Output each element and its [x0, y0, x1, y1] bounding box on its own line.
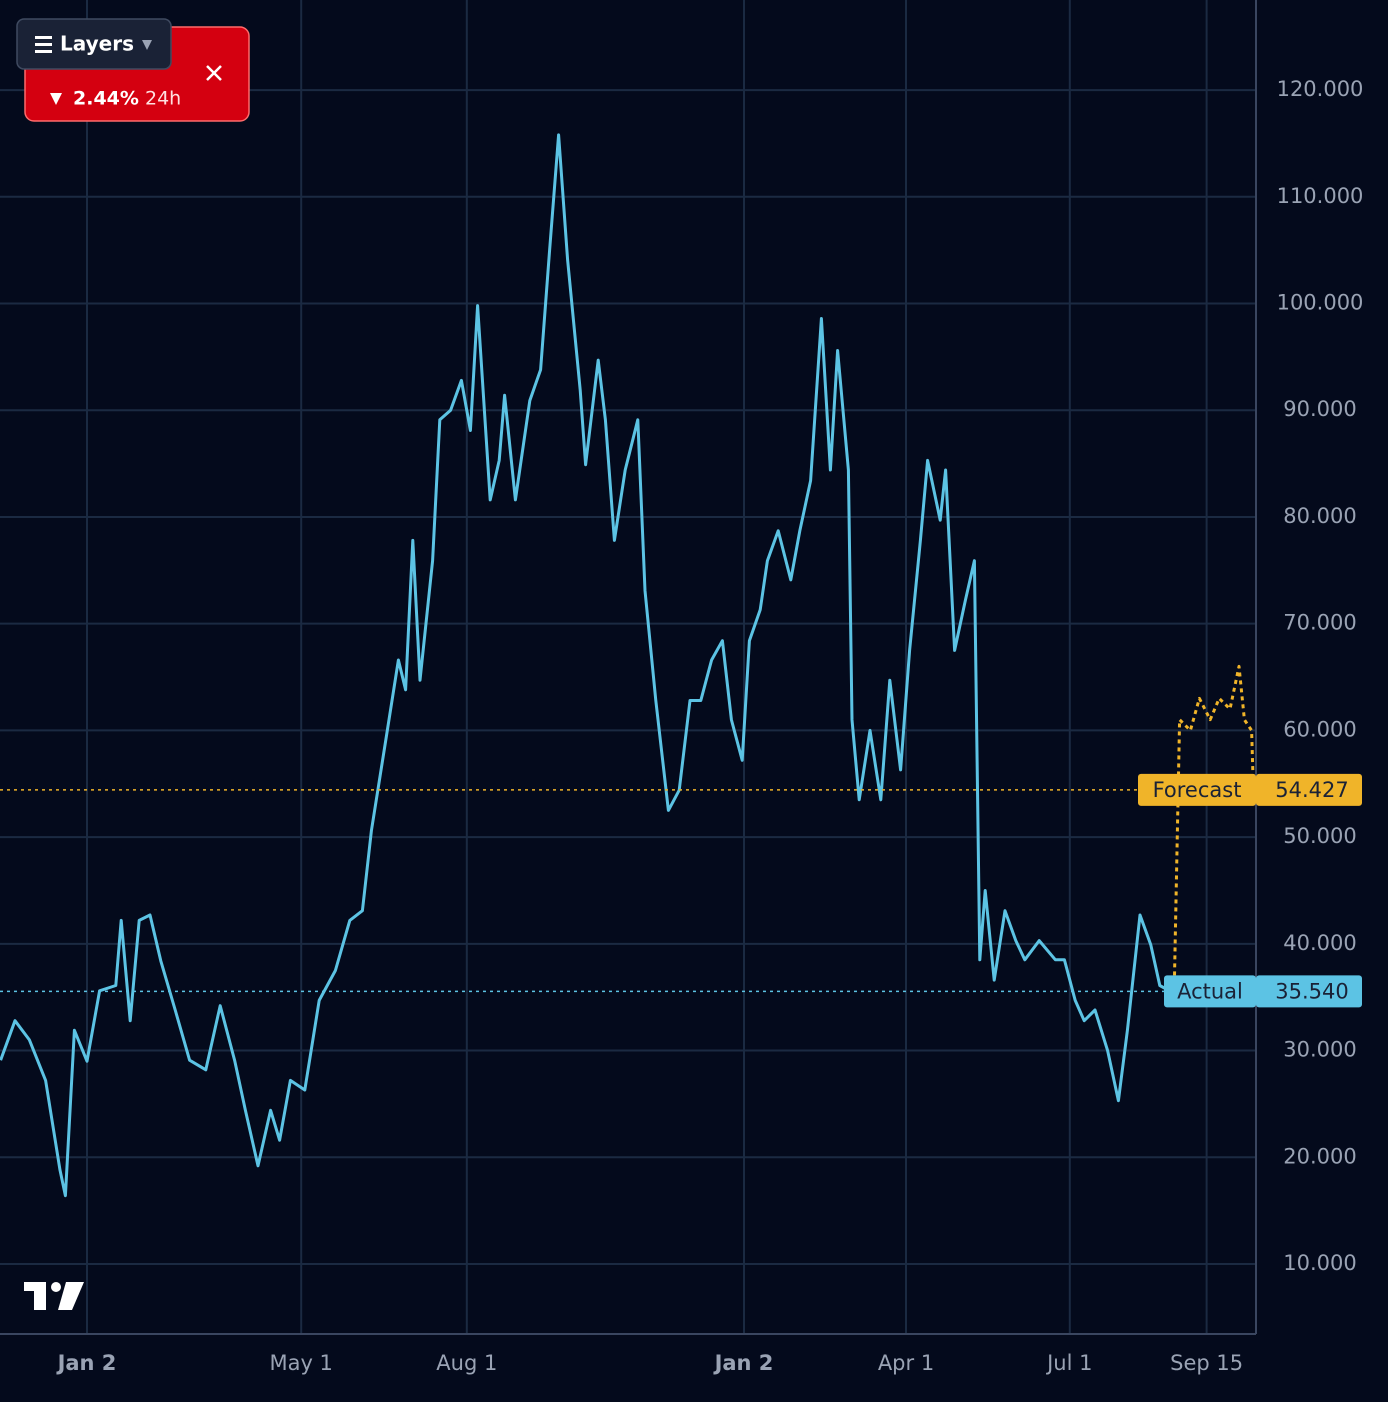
down-icon	[50, 93, 62, 105]
plot-area	[0, 133, 1256, 1198]
x-tick-label: Jan 2	[713, 1351, 774, 1375]
dropdown-icon	[142, 40, 152, 50]
tag-value-box	[1256, 773, 1362, 806]
x-tick-label: Aug 1	[436, 1351, 497, 1375]
y-tick-label: 80.000	[1283, 504, 1356, 528]
y-tick-label: 90.000	[1283, 397, 1356, 421]
x-tick-label: Apr 1	[878, 1351, 934, 1375]
tag-value: 35.540	[1275, 979, 1348, 1003]
y-tick-label: 20.000	[1283, 1144, 1356, 1168]
y-tick-label: 40.000	[1283, 931, 1356, 955]
tag-value: 54.427	[1275, 778, 1348, 802]
grid	[0, 0, 1256, 1334]
menu-icon	[35, 36, 52, 53]
tag-name-box	[1164, 975, 1256, 1008]
price-tags: Actual 35.540 Forecast 54.427	[1138, 773, 1362, 1008]
y-tick-label: 70.000	[1283, 611, 1356, 635]
tag-name-box	[1138, 773, 1256, 806]
y-tick-label: 100.000	[1277, 291, 1364, 315]
x-tick-label: Sep 15	[1170, 1351, 1243, 1375]
price-line-series	[0, 133, 1172, 1198]
layers-button[interactable]: Layers	[16, 18, 172, 70]
logo	[24, 1282, 84, 1310]
x-axis: Jan 2 May 1 Aug 1 Jan 2 Apr 1 Jul 1 Sep 15	[56, 1351, 1244, 1375]
x-tick-label: Jan 2	[56, 1351, 117, 1375]
y-tick-label: 110.000	[1277, 184, 1364, 208]
x-tick-label: May 1	[269, 1351, 332, 1375]
forecast-line	[1172, 664, 1255, 992]
y-tick-label: 120.000	[1277, 77, 1364, 101]
tag-value-box	[1256, 975, 1362, 1008]
period: 24h	[145, 88, 181, 110]
y-tick-label: 60.000	[1283, 717, 1356, 741]
layers-label: Layers	[60, 32, 134, 56]
close-icon[interactable]	[206, 65, 222, 81]
y-tick-label: 50.000	[1283, 824, 1356, 848]
x-tick-label: Jul 1	[1045, 1351, 1092, 1375]
y-axis: 10.000 20.000 30.000 40.000 50.000 60.000 70.0…	[1277, 77, 1364, 1275]
change: 2.44%	[73, 88, 139, 110]
y-tick-label: 30.000	[1283, 1038, 1356, 1062]
tag-name: Forecast	[1153, 778, 1242, 802]
y-tick-label: 10.000	[1283, 1251, 1356, 1275]
tag-name: Actual	[1177, 979, 1243, 1003]
